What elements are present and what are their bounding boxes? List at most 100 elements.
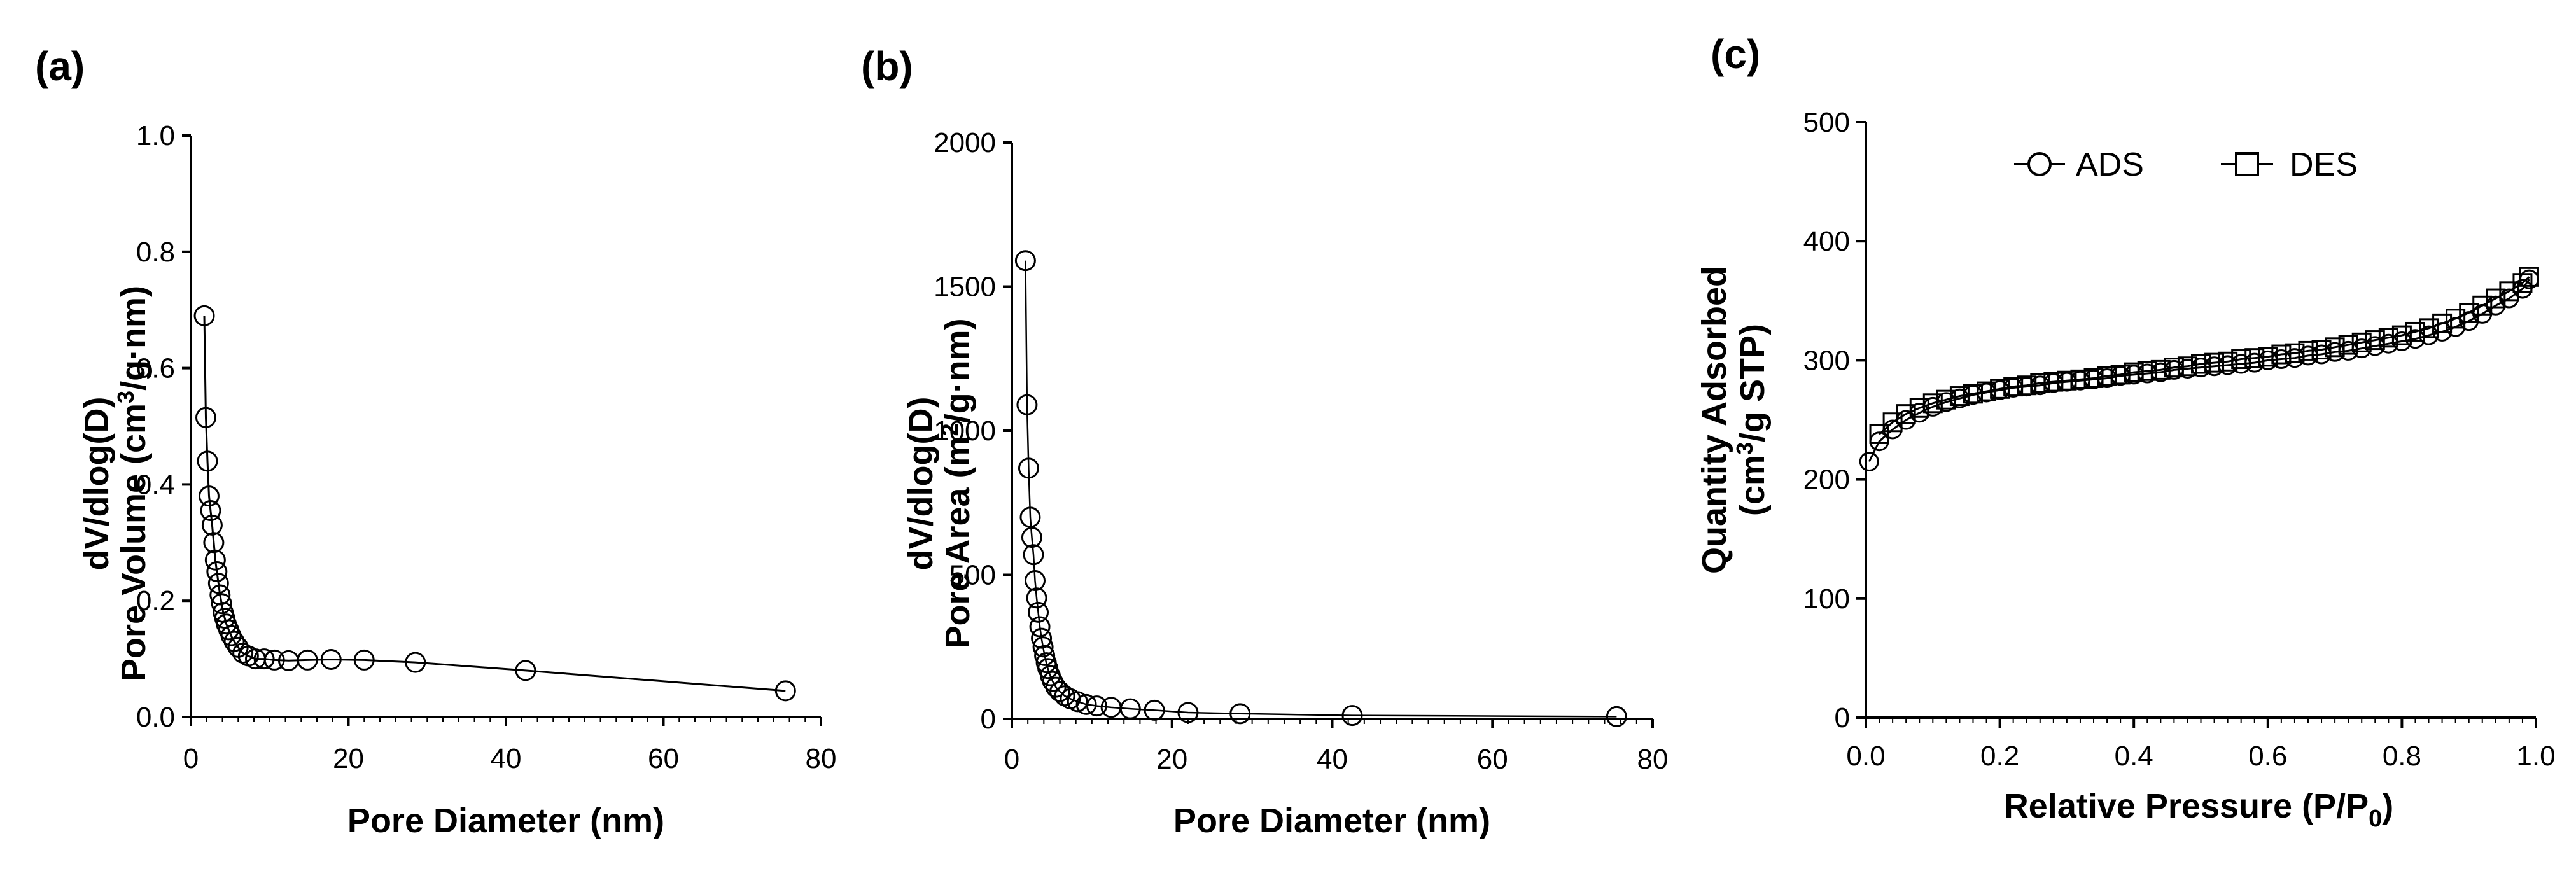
data-point-circle (1606, 706, 1627, 727)
panel-c-ylabel-pre: (cm (1733, 455, 1772, 516)
x-tick-label: 20 (333, 743, 364, 774)
data-point-square (2298, 340, 2318, 361)
data-point-square (2419, 318, 2439, 338)
data-point-circle (1049, 681, 1071, 702)
data-point-square (1909, 398, 1929, 418)
data-point-square (2057, 370, 2077, 391)
panel-b-ylabel-line1: dV/dlog(D) (902, 397, 940, 571)
data-point-circle (1021, 527, 1042, 548)
data-point-square (2486, 288, 2506, 309)
y-tick-label: 1000 (934, 415, 996, 447)
x-tick-label: 20 (1156, 744, 1187, 775)
data-point-square (2311, 340, 2332, 360)
x-tick-label: 0.0 (1846, 741, 1885, 772)
data-point-circle (209, 584, 231, 606)
y-tick-label: 0.6 (136, 353, 175, 384)
plot-1: 0 20 40 60 80 0.0 0.2 0.4 0.6 0.8 1.0 (136, 120, 837, 774)
data-point-circle (1034, 645, 1056, 666)
data-point-circle (211, 593, 232, 615)
panel-b: (b) dV/dlog(D) Pore Area (m2/g·nm) Pore … (861, 43, 1490, 840)
data-point-circle (253, 648, 275, 670)
panel-c-legend: ADS DES (2014, 146, 2358, 183)
data-point-circle (207, 573, 229, 594)
panel-a: (a) dV/dlog(D) Pore Volume (cm3/g·nm) Po… (35, 43, 664, 840)
data-point-square (2017, 375, 2037, 396)
data-point-square (2325, 337, 2345, 358)
panel-c-xlabel: Relative Pressure (P/P0) (2004, 787, 2393, 832)
plot-2: 0 20 40 60 80 0 500 1000 1500 2000 (934, 127, 1668, 775)
series-line-1 (203, 316, 786, 692)
y-tick-label: 1.0 (136, 120, 175, 151)
y-tick-label: 100 (1803, 583, 1850, 615)
x-tick-label: 40 (1317, 744, 1348, 775)
panel-b-ylabel-sup: 2 (937, 423, 963, 436)
data-point-square (1922, 393, 1943, 414)
x-tick-label: 0 (1004, 744, 1019, 775)
data-point-circle (297, 649, 318, 671)
x-tick-label: 80 (806, 743, 837, 774)
data-point-square (2446, 309, 2466, 329)
data-point-circle (1025, 570, 1046, 592)
panel-c-letter: (c) (1711, 31, 1760, 77)
data-point-square (2258, 347, 2278, 367)
data-point-circle (206, 561, 228, 582)
data-point-square (2150, 359, 2171, 380)
panel-a-ylabel-pre: Pore Volume (cm (115, 403, 153, 681)
x-tick-label: 80 (1637, 744, 1669, 775)
panel-b-letter: (b) (861, 43, 913, 89)
y-tick-label: 0.4 (136, 469, 175, 500)
data-point-circle (405, 652, 426, 673)
data-point-circle (195, 407, 217, 428)
data-point-square (2070, 369, 2090, 389)
data-point-circle (1144, 699, 1165, 721)
data-point-square (2043, 372, 2064, 392)
data-point-square (2110, 365, 2131, 385)
data-point-square (2218, 351, 2238, 372)
data-point-circle (1016, 394, 1038, 415)
data-point-circle (353, 649, 375, 671)
legend-des-label: DES (2290, 146, 2358, 183)
data-point-circle (193, 305, 215, 326)
data-point-square (2391, 325, 2412, 345)
y-tick-label: 200 (1803, 464, 1850, 496)
series-line-2 (1879, 276, 2530, 435)
y-tick-label: 300 (1803, 345, 1850, 376)
y-tick-label: 400 (1803, 226, 1850, 257)
panel-b-xlabel: Pore Diameter (nm) (1173, 802, 1490, 840)
data-point-square (2124, 362, 2144, 382)
data-point-square (2519, 267, 2539, 287)
data-point-circle (263, 649, 285, 671)
data-point-square (2164, 358, 2184, 378)
data-point-circle (204, 549, 226, 571)
data-point-square (1963, 384, 1983, 404)
data-point-circle (1023, 544, 1044, 566)
panel-a-ylabel-post: /g·nm) (115, 286, 153, 391)
panel-b-ylabel-line2: Pore Area (m2/g·nm) (937, 318, 977, 648)
data-point-square (2191, 354, 2211, 374)
series-line-1 (1868, 279, 2530, 463)
data-point-circle (1229, 703, 1251, 725)
data-point-square (2271, 344, 2292, 365)
panel-a-xlabel: Pore Diameter (nm) (347, 802, 664, 840)
data-point-square (1949, 386, 1970, 407)
legend-item-ads: ADS (2014, 146, 2144, 183)
data-point-circle (1026, 587, 1047, 609)
data-point-circle (1028, 601, 1049, 623)
data-point-square (2030, 373, 2050, 393)
x-tick-label: 0.2 (1980, 741, 2019, 772)
y-tick-label: 1500 (934, 272, 996, 303)
data-point-square (1896, 404, 1916, 424)
y-tick-label: 500 (1803, 107, 1850, 138)
data-point-square (2405, 321, 2425, 342)
data-point-square (2137, 361, 2157, 381)
legend-des-marker-icon (2235, 152, 2259, 176)
data-point-square (2003, 377, 2024, 397)
panel-a-ylabel-line1: dV/dlog(D) (78, 397, 116, 571)
y-tick-label: 2000 (934, 127, 996, 158)
data-point-square (2177, 356, 2197, 377)
data-point-circle (197, 450, 218, 472)
y-tick-label: 0 (1835, 702, 1850, 734)
panel-a-ylabel-sup: 3 (113, 391, 139, 403)
x-tick-label: 1.0 (2516, 741, 2555, 772)
